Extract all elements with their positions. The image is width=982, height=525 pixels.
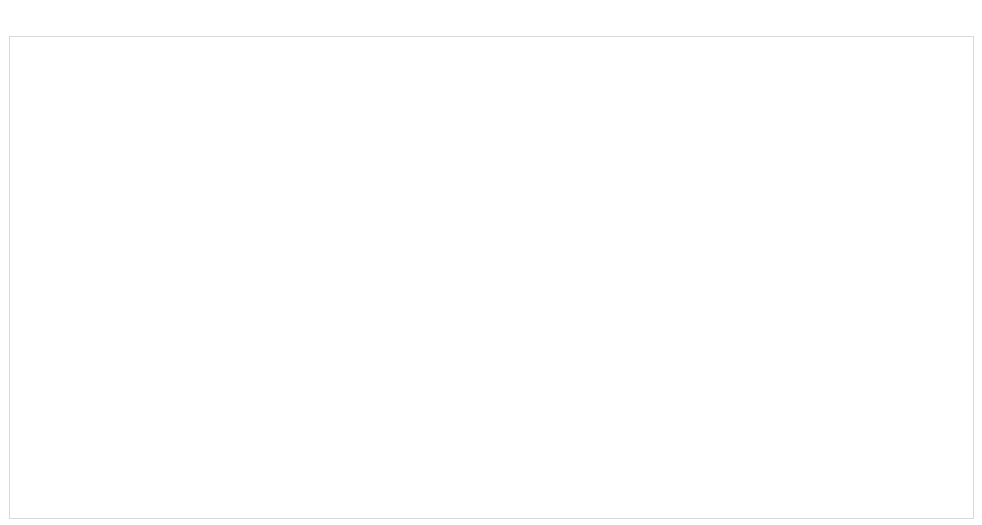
word-cloud-panel	[9, 36, 974, 519]
word-cloud	[10, 37, 974, 519]
